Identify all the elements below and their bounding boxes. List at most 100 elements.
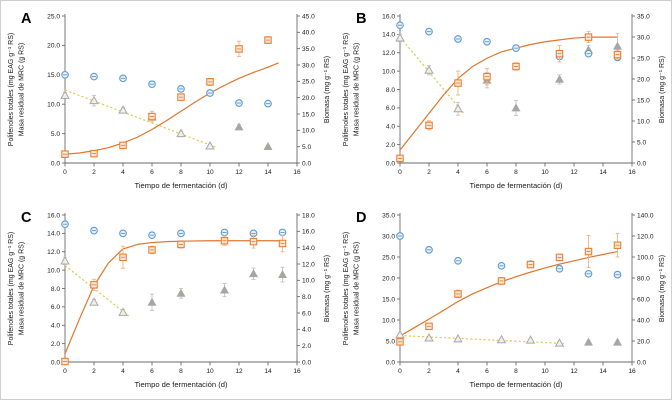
svg-text:4.0: 4.0 — [386, 124, 395, 131]
panel-letter: C — [21, 210, 32, 226]
series-blue-circles — [61, 70, 272, 108]
svg-text:0: 0 — [63, 169, 67, 176]
svg-text:2: 2 — [427, 169, 431, 176]
svg-text:14.0: 14.0 — [382, 32, 395, 39]
svg-text:0.0: 0.0 — [637, 359, 646, 366]
svg-text:4: 4 — [456, 169, 460, 176]
x-ticks: 0 2 4 6 8 10 12 14 16 — [398, 362, 636, 375]
svg-text:4: 4 — [456, 368, 460, 375]
y-left-title-2: Masa residual de MRC (g RS) — [354, 242, 361, 335]
svg-text:10: 10 — [541, 169, 549, 176]
svg-text:25.0: 25.0 — [302, 79, 315, 86]
y-right-title: Biomasa (mg g⁻¹ RS) — [324, 56, 331, 123]
axes — [399, 213, 633, 363]
svg-text:14: 14 — [599, 169, 607, 176]
y-right-ticks: 0.0 5.0 10.0 15.0 20.0 25.0 30.0 35.0 40.0 45.0 — [297, 13, 315, 167]
svg-text:10.0: 10.0 — [47, 267, 60, 274]
svg-text:15.0: 15.0 — [302, 111, 315, 118]
y-left-title-2: Masa residual de MRC (g RS) — [19, 43, 26, 136]
series-blue-circles — [396, 232, 622, 279]
y-left-title-1: Polifenoles totales (mg EAG g⁻¹ RS) — [8, 33, 15, 146]
svg-text:20.0: 20.0 — [302, 95, 315, 102]
y-left-title-2: Masa residual de MRC (g RS) — [19, 242, 26, 335]
series-filled-triangles — [482, 33, 622, 116]
svg-text:0: 0 — [398, 368, 402, 375]
svg-text:80.0: 80.0 — [637, 275, 650, 282]
svg-text:6.0: 6.0 — [51, 304, 60, 311]
svg-text:2.0: 2.0 — [51, 341, 60, 348]
y-left-ticks: 0.0 5.0 10.0 15.0 20.0 25.0 30.0 35.0 — [382, 212, 400, 366]
svg-text:5.0: 5.0 — [302, 144, 311, 151]
svg-text:8: 8 — [179, 169, 183, 176]
series-filled-triangles — [584, 337, 622, 346]
y-right-title: Biomasa (mg g⁻¹ RS) — [659, 56, 666, 123]
svg-text:14: 14 — [599, 368, 607, 375]
svg-text:5.0: 5.0 — [386, 338, 395, 345]
svg-text:5.0: 5.0 — [51, 131, 60, 138]
svg-text:0.0: 0.0 — [51, 160, 60, 167]
series-blue-circles — [61, 220, 287, 240]
svg-text:6: 6 — [150, 169, 154, 176]
dashed-trend-line — [399, 36, 465, 114]
svg-text:2: 2 — [427, 368, 431, 375]
series-orange-squares — [61, 36, 272, 158]
y-right-title: Biomasa (mg g⁻¹ RS) — [659, 255, 666, 322]
svg-text:25.0: 25.0 — [47, 13, 60, 20]
x-axis-title: Tiempo de fermentación (d) — [470, 380, 563, 389]
svg-text:120.0: 120.0 — [637, 233, 654, 240]
y-left-title-1: Polifenoles totales (mg EAG g⁻¹ RS) — [343, 33, 350, 146]
svg-text:16.0: 16.0 — [47, 212, 60, 219]
svg-text:16: 16 — [293, 368, 301, 375]
svg-text:35.0: 35.0 — [302, 46, 315, 53]
y-left-title-1: Polifenoles totales (mg EAG g⁻¹ RS) — [343, 232, 350, 345]
svg-text:30.0: 30.0 — [302, 62, 315, 69]
svg-text:8.0: 8.0 — [386, 87, 395, 94]
svg-text:30.0: 30.0 — [382, 233, 395, 240]
svg-text:140.0: 140.0 — [637, 212, 654, 219]
panel-a: 0.0 5.0 10.0 15.0 20.0 25.0 0.0 5.0 10.0 15.0 20.0… — [1, 1, 336, 200]
svg-text:12.0: 12.0 — [302, 261, 315, 268]
series-blue-circles — [396, 21, 622, 62]
svg-text:40.0: 40.0 — [302, 30, 315, 37]
svg-text:10.0: 10.0 — [302, 278, 315, 285]
svg-text:12.0: 12.0 — [382, 50, 395, 57]
dashed-trend-line — [64, 265, 130, 317]
svg-text:20.0: 20.0 — [47, 43, 60, 50]
svg-text:8: 8 — [514, 169, 518, 176]
x-ticks: 0 2 4 6 8 10 12 14 16 — [63, 362, 301, 375]
svg-text:25.0: 25.0 — [637, 55, 650, 62]
svg-text:15.0: 15.0 — [637, 97, 650, 104]
y-left-ticks: 0.0 2.0 4.0 6.0 8.0 10.0 12.0 14.0 16.0 — [382, 13, 400, 167]
series-open-triangles — [395, 329, 565, 347]
svg-text:0.0: 0.0 — [51, 359, 60, 366]
svg-text:20.0: 20.0 — [637, 338, 650, 345]
panel-a-chart: 0.05.010.015.020.025.00.05.010.015.020.0… — [8, 11, 331, 190]
svg-text:10.0: 10.0 — [637, 118, 650, 125]
svg-text:12: 12 — [235, 169, 243, 176]
panel-c: 0.0 2.0 4.0 6.0 8.0 10.0 12.0 14.0 16.0 0.0 2.0 4.0… — [1, 200, 336, 399]
y-left-ticks: 0.0 2.0 4.0 6.0 8.0 10.0 12.0 14.0 16.0 — [47, 212, 65, 366]
x-axis-title: Tiempo de fermentación (d) — [135, 380, 228, 389]
svg-text:4: 4 — [121, 368, 125, 375]
series-orange-squares — [396, 31, 622, 163]
y-right-ticks: 0.0 20.0 40.0 60.0 80.0 100.0 120.0 140.0 — [632, 212, 654, 366]
orange-trend-line — [64, 62, 279, 155]
svg-text:0: 0 — [398, 169, 402, 176]
orange-trend-line — [64, 240, 284, 355]
svg-text:8: 8 — [179, 368, 183, 375]
svg-text:10: 10 — [541, 368, 549, 375]
series-filled-triangles — [147, 266, 287, 312]
dashed-trend-line — [64, 89, 217, 148]
svg-text:14: 14 — [264, 169, 272, 176]
svg-text:45.0: 45.0 — [302, 13, 315, 20]
svg-text:2: 2 — [92, 169, 96, 176]
series-orange-squares — [61, 234, 287, 366]
svg-text:16.0: 16.0 — [382, 13, 395, 20]
svg-text:0.0: 0.0 — [302, 160, 311, 167]
x-axis-title: Tiempo de fermentación (d) — [135, 181, 228, 190]
svg-text:14.0: 14.0 — [47, 231, 60, 238]
svg-text:16: 16 — [628, 368, 636, 375]
svg-text:12.0: 12.0 — [47, 249, 60, 256]
x-ticks: 0 2 4 6 8 10 12 14 16 — [398, 163, 636, 176]
